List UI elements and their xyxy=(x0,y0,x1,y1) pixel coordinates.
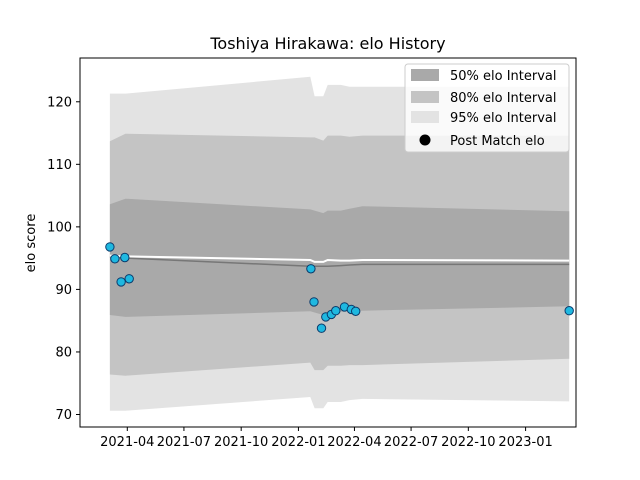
y-tick-label: 100 xyxy=(47,220,72,235)
y-tick-label: 90 xyxy=(55,283,72,298)
y-tick-label: 110 xyxy=(47,158,72,173)
legend: 50% elo Interval 80% elo Interval 95% el… xyxy=(404,63,570,153)
x-tick-label: 2021-07 xyxy=(157,435,211,450)
x-tick-label: 2022-07 xyxy=(384,435,438,450)
x-tick-label: 2021-04 xyxy=(100,435,154,450)
legend-label-80: 80% elo Interval xyxy=(450,91,557,106)
legend-label-95: 95% elo Interval xyxy=(450,111,557,126)
x-tick-label: 2023-01 xyxy=(498,435,552,450)
plot-frame xyxy=(79,57,577,428)
x-tick-label: 2021-10 xyxy=(214,435,268,450)
chart-title: Toshiya Hirakawa: elo History xyxy=(209,34,445,53)
data-point xyxy=(351,306,361,316)
data-point xyxy=(116,277,126,287)
x-tick-label: 2022-10 xyxy=(441,435,495,450)
legend-box xyxy=(404,63,570,153)
y-tick-label: 120 xyxy=(47,95,72,110)
interval-bands xyxy=(109,76,570,411)
data-point xyxy=(120,252,130,263)
legend-marker-points xyxy=(419,134,431,146)
data-point xyxy=(316,323,327,333)
legend-label-50: 50% elo Interval xyxy=(450,69,557,84)
data-point xyxy=(110,254,120,264)
x-axis: 2021-04 2021-07 2021-10 2022-01 2022-04 2022-… xyxy=(100,427,553,450)
y-axis-label: elo score xyxy=(24,214,39,273)
legend-swatch-80 xyxy=(411,91,439,103)
data-point xyxy=(309,297,319,307)
legend-swatch-50 xyxy=(411,69,439,81)
trend-lines xyxy=(109,254,570,268)
data-point xyxy=(331,306,341,316)
mean-line xyxy=(109,256,570,268)
post-match-points xyxy=(105,242,574,333)
y-tick-label: 80 xyxy=(55,345,72,360)
band-50 xyxy=(109,198,570,317)
data-point xyxy=(105,242,115,252)
legend-label-points: Post Match elo xyxy=(450,134,545,149)
y-axis: 70 80 90 100 110 120 xyxy=(47,95,80,423)
x-tick-label: 2022-01 xyxy=(271,435,325,450)
data-point xyxy=(124,274,134,284)
data-point xyxy=(564,306,574,316)
x-tick-label: 2022-04 xyxy=(327,435,381,450)
legend-swatch-95 xyxy=(411,111,439,123)
data-point xyxy=(306,264,316,274)
highlight-line xyxy=(109,254,570,263)
y-tick-label: 70 xyxy=(55,408,72,423)
